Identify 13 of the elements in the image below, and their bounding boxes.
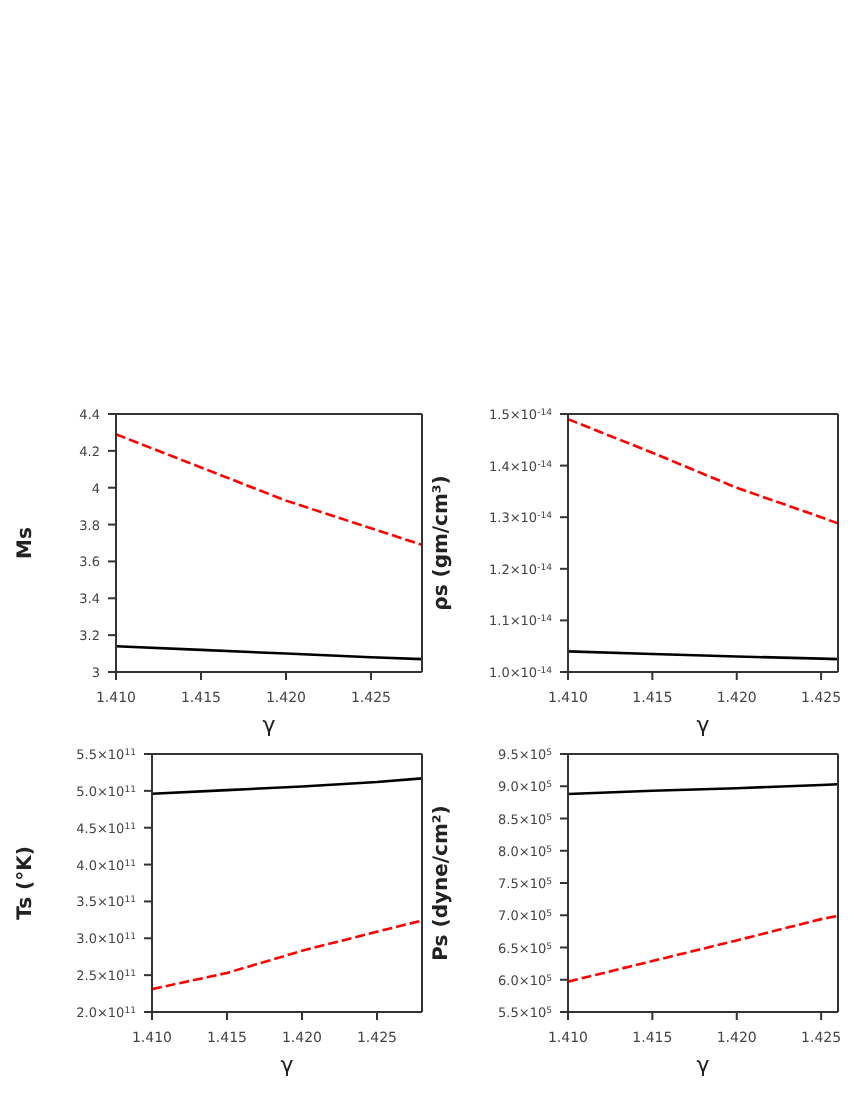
y-axis-title: Ms: [15, 527, 38, 559]
x-axis-title: γ: [696, 712, 711, 738]
line-series: [152, 919, 422, 991]
y-axis-title: Ps (dyne/cm²): [431, 805, 454, 961]
line-series: [152, 777, 422, 796]
y-axis-title: Ts (°K): [15, 846, 38, 920]
line-series: [116, 644, 422, 661]
x-axis-title: γ: [280, 1052, 295, 1078]
y-axis-title: ρs (gm/cm³): [431, 475, 454, 611]
x-axis-title: γ: [262, 712, 277, 738]
x-axis-title: γ: [696, 1052, 711, 1078]
line-series: [116, 432, 422, 547]
line-series: [568, 914, 838, 983]
